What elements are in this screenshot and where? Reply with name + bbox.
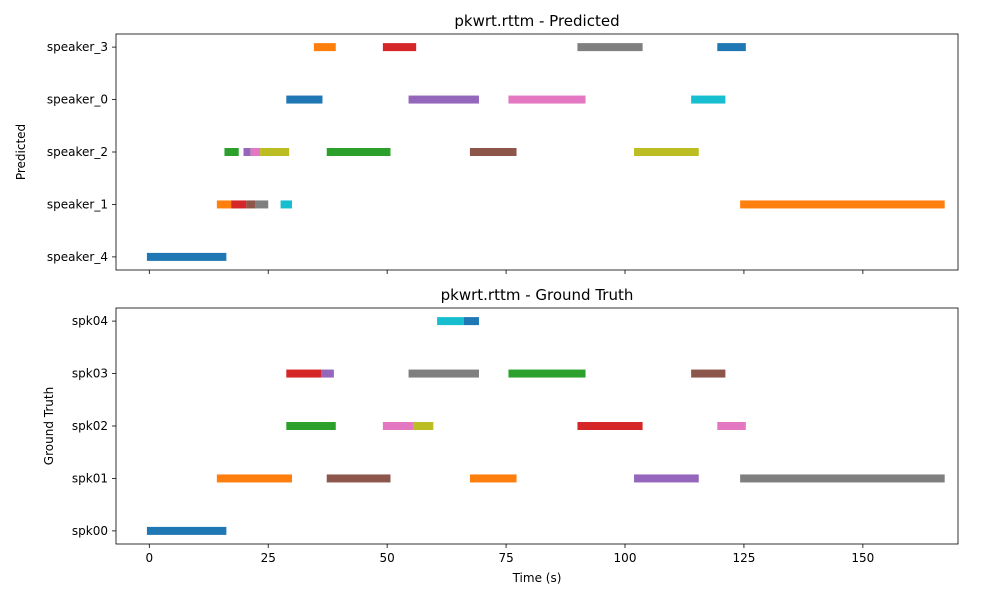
y-tick-label: speaker_4	[47, 250, 108, 264]
x-tick-label: 125	[732, 551, 755, 565]
y-axis-label: Ground Truth	[42, 387, 56, 465]
segment-speaker_0	[408, 95, 479, 104]
x-axis-label: Time (s)	[512, 571, 562, 585]
segment-spk03	[508, 369, 586, 378]
segment-speaker_1	[216, 200, 232, 209]
segment-speaker_2	[224, 148, 239, 156]
predicted-chart: speaker_4 speaker_1 speaker_2 speaker_0 spea…	[14, 12, 959, 274]
segment-speaker_2	[634, 148, 699, 156]
x-tick-label: 150	[851, 551, 874, 565]
y-tick-label: speaker_2	[47, 145, 108, 159]
y-tick-label: spk01	[72, 471, 108, 485]
y-tick-label: spk04	[72, 314, 108, 328]
chart-title: pkwrt.rttm - Predicted	[454, 12, 619, 30]
segment-speaker_1	[246, 200, 256, 209]
segment-speaker_4	[146, 252, 227, 261]
segment-spk01	[740, 474, 945, 483]
y-axis-label: Predicted	[14, 124, 28, 180]
y-tick-label: spk00	[72, 524, 108, 538]
y-tick-label: speaker_0	[47, 93, 108, 107]
segment-speaker_3	[313, 43, 336, 52]
segment-spk01	[634, 474, 699, 483]
segment-spk02	[286, 422, 336, 430]
segment-speaker_3	[717, 43, 746, 52]
segment-spk02	[717, 422, 746, 430]
axes-frame	[115, 307, 959, 545]
segment-spk02	[577, 422, 643, 430]
segment-speaker_2	[326, 148, 391, 156]
segment-speaker_0	[691, 95, 726, 104]
x-tick-label: 25	[261, 551, 276, 565]
segment-spk01	[469, 474, 517, 483]
segment-speaker_2	[250, 148, 261, 156]
y-tick-label: speaker_1	[47, 197, 108, 211]
x-tick-label: 0	[145, 551, 153, 565]
segment-speaker_0	[286, 95, 323, 104]
segment-spk02	[413, 422, 434, 430]
segment-spk01	[216, 474, 293, 483]
segment-spk04	[463, 317, 479, 326]
y-tick-label: spk03	[72, 367, 108, 381]
segment-speaker_3	[577, 43, 643, 52]
segment-speaker_0	[508, 95, 586, 104]
y-tick-label: spk02	[72, 419, 108, 433]
ground-truth-chart: spk00 spk01 spk02 spk03 spk04 0 25 50 75 100 125 15…	[42, 286, 959, 585]
segment-spk02	[382, 422, 414, 430]
segment-speaker_1	[255, 200, 269, 209]
segment-speaker_2	[260, 148, 290, 156]
segment-spk03	[321, 369, 334, 378]
axes-frame	[115, 33, 959, 271]
segment-speaker_1	[740, 200, 945, 209]
x-tick-label: 50	[380, 551, 395, 565]
y-tick-label: speaker_3	[47, 40, 108, 54]
segment-spk03	[408, 369, 479, 378]
chart-title: pkwrt.rttm - Ground Truth	[441, 286, 634, 304]
segment-speaker_1	[231, 200, 247, 209]
x-tick-label: 75	[498, 551, 513, 565]
segment-spk03	[286, 369, 322, 378]
segment-spk00	[146, 526, 227, 535]
segment-speaker_2	[243, 148, 251, 156]
segment-spk04	[437, 317, 464, 326]
segment-spk01	[326, 474, 391, 483]
segment-spk03	[691, 369, 726, 378]
segment-speaker_1	[280, 200, 293, 209]
segment-speaker_3	[382, 43, 417, 52]
segment-speaker_2	[469, 148, 517, 156]
x-tick-label: 100	[614, 551, 637, 565]
